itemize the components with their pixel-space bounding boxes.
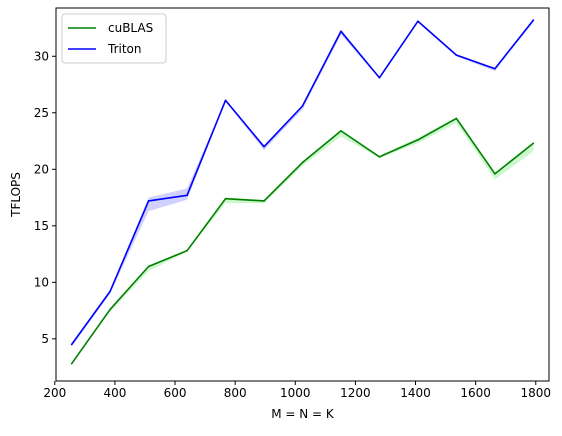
data-point-triton: [494, 67, 496, 70]
legend-box: [61, 13, 167, 64]
data-point-cublas: [147, 265, 150, 268]
data-point-cublas: [455, 117, 458, 120]
legend: cuBLAS Triton: [61, 13, 167, 64]
data-point-cublas: [494, 173, 496, 175]
data-point-triton: [532, 19, 535, 21]
x-tick-label: 400: [103, 386, 126, 400]
data-point-triton: [263, 145, 265, 148]
x-tick-label: 1200: [340, 386, 371, 400]
y-tick-label: 25: [34, 106, 49, 120]
data-point-cublas: [224, 197, 227, 200]
y-tick-label: 10: [34, 275, 49, 289]
data-point-triton: [455, 54, 458, 56]
data-point-triton: [340, 30, 342, 33]
data-point-triton: [378, 76, 381, 79]
y-tick-label: 5: [41, 332, 49, 346]
data-point-triton: [186, 194, 188, 197]
data-point-cublas: [417, 139, 419, 141]
data-point-cublas: [532, 142, 535, 145]
x-axis-ticks: 200 400 600 800 1000 1200 1400 1600 1800: [43, 381, 551, 400]
legend-label-cublas: cuBLAS: [108, 21, 153, 35]
series-lines: [70, 19, 535, 365]
x-tick-label: 600: [164, 386, 187, 400]
data-point-cublas: [109, 308, 111, 311]
y-axis-label: TFLOPS: [9, 172, 23, 218]
x-tick-label: 1800: [520, 386, 551, 400]
data-point-triton: [224, 99, 227, 102]
x-tick-label: 1000: [280, 386, 311, 400]
y-tick-label: 15: [34, 219, 49, 233]
data-point-triton: [109, 290, 111, 293]
y-tick-label: 30: [34, 49, 49, 63]
data-point-cublas: [378, 156, 381, 158]
data-point-triton: [417, 20, 419, 23]
x-tick-label: 800: [224, 386, 247, 400]
data-point-cublas: [186, 249, 188, 252]
plot-frame: [55, 7, 550, 382]
x-axis-label: M = N = K: [271, 407, 335, 421]
x-tick-label: 1400: [400, 386, 431, 400]
legend-label-triton: Triton: [107, 42, 142, 56]
data-point-cublas: [340, 130, 342, 132]
x-tick-label: 1600: [460, 386, 491, 400]
data-point-cublas: [301, 161, 304, 164]
data-point-cublas: [70, 362, 73, 365]
x-tick-label: 200: [43, 386, 66, 400]
data-point-triton: [70, 343, 73, 346]
y-axis-ticks: 5 10 15 20 25 30: [34, 49, 56, 346]
data-point-triton: [301, 105, 304, 107]
y-tick-label: 20: [34, 162, 49, 176]
data-point-cublas: [263, 200, 265, 202]
data-point-triton: [147, 200, 150, 202]
